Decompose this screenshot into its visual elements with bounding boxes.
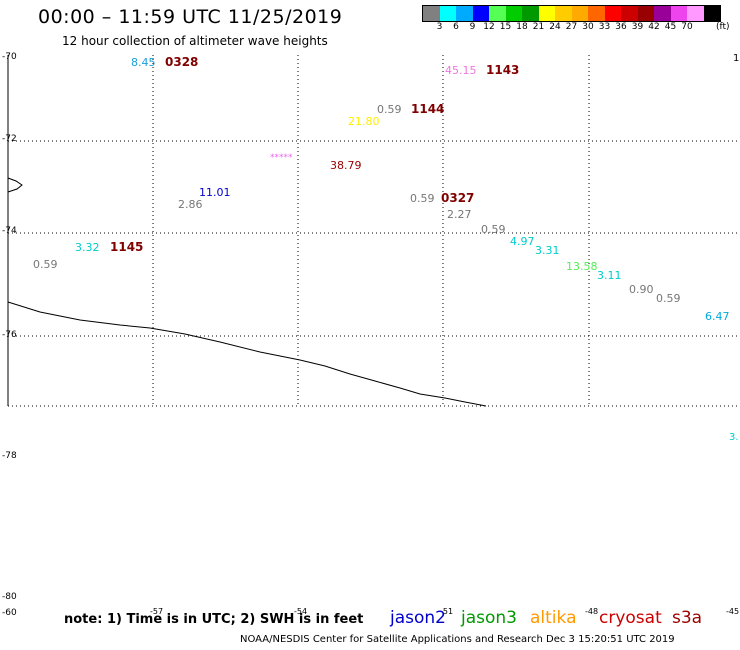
color-scale-tick-label: 12 bbox=[483, 22, 495, 32]
color-scale-swatch bbox=[439, 6, 456, 21]
wave-height-label: 3.31 bbox=[535, 244, 560, 257]
color-scale-swatch bbox=[472, 6, 489, 21]
color-scale-swatch bbox=[522, 6, 539, 21]
color-scale-swatch bbox=[423, 6, 440, 21]
color-scale-swatch bbox=[571, 6, 588, 21]
lat-label: -60 bbox=[2, 608, 17, 618]
coastline bbox=[7, 301, 487, 407]
wave-height-label: 0.59 bbox=[33, 258, 58, 271]
color-scale-swatch bbox=[621, 6, 638, 21]
lon-label: -51 bbox=[440, 607, 454, 616]
footer-credit: NOAA/NESDIS Center for Satellite Applica… bbox=[240, 634, 675, 645]
color-scale-bar bbox=[422, 5, 721, 22]
wave-height-label: 38.79 bbox=[330, 159, 362, 172]
wave-height-label: 0.90 bbox=[629, 283, 654, 296]
wave-height-label: ***** bbox=[270, 153, 293, 163]
legend-cryosat: cryosat bbox=[599, 608, 662, 628]
color-scale-tick-label: 30 bbox=[582, 22, 594, 32]
map-subtitle: 12 hour collection of altimeter wave hei… bbox=[62, 34, 328, 48]
pass-time-label: 1143 bbox=[486, 63, 520, 77]
lat-label: -70 bbox=[2, 52, 17, 62]
pass-time-label: 0328 bbox=[165, 55, 199, 69]
color-scale-swatch bbox=[505, 6, 522, 21]
wave-height-label: 8.45 bbox=[131, 56, 156, 69]
wave-height-label: 45.15 bbox=[445, 64, 477, 77]
units-note: note: 1) Time is in UTC; 2) SWH is in fe… bbox=[64, 612, 364, 627]
lat-label: -76 bbox=[2, 330, 17, 340]
color-scale-tick-label: 45 bbox=[664, 22, 677, 32]
color-scale-swatch bbox=[654, 6, 671, 21]
color-scale-tick-label: 70 bbox=[681, 22, 693, 32]
legend-jason2: jason2 bbox=[390, 608, 446, 628]
color-scale-tick-label: 36 bbox=[615, 22, 627, 32]
pass-time-label: 1144 bbox=[411, 102, 445, 116]
lat-label: -72 bbox=[2, 134, 17, 144]
color-scale-swatch bbox=[687, 6, 704, 21]
lon-label: -48 bbox=[585, 607, 599, 616]
lat-label: -80 bbox=[2, 592, 17, 602]
coastline-fragment bbox=[7, 177, 23, 193]
color-scale-swatch bbox=[489, 6, 506, 21]
pass-time-label: 1145 bbox=[110, 240, 144, 254]
lat-label: -74 bbox=[2, 226, 17, 236]
wave-height-label: 13.58 bbox=[566, 260, 598, 273]
wave-height-label: 3.11 bbox=[597, 269, 622, 282]
color-scale-tick-label: 24 bbox=[549, 22, 561, 32]
wave-height-label: 0.59 bbox=[410, 192, 435, 205]
color-scale-unit: (ft) bbox=[716, 22, 730, 32]
wave-height-label: 2.27 bbox=[447, 208, 472, 221]
color-scale-tick-label: 27 bbox=[565, 22, 578, 32]
pass-time-label: 0327 bbox=[441, 191, 475, 205]
legend-altika: altika bbox=[530, 608, 577, 628]
color-scale-tick-label: 33 bbox=[598, 22, 611, 32]
color-scale-swatch bbox=[604, 6, 621, 21]
lon-label: -54 bbox=[294, 607, 308, 616]
lat-label: -78 bbox=[2, 451, 17, 461]
color-scale-swatch bbox=[456, 6, 473, 21]
color-scale-swatch bbox=[637, 6, 654, 21]
color-scale-tick-label: 15 bbox=[499, 22, 512, 32]
wave-height-label: 0.59 bbox=[377, 103, 402, 116]
color-scale-swatch bbox=[670, 6, 687, 21]
wave-height-label: 6.47 bbox=[705, 310, 730, 323]
wave-height-label: 4.97 bbox=[510, 235, 535, 248]
wave-height-label: 0.59 bbox=[656, 292, 681, 305]
edge-label: 3. bbox=[729, 432, 739, 443]
lon-label: -45 bbox=[726, 607, 740, 616]
wave-height-label: 2.86 bbox=[178, 198, 203, 211]
wave-height-label: 21.80 bbox=[348, 115, 380, 128]
lon-label: -57 bbox=[150, 607, 164, 616]
color-scale-swatch bbox=[538, 6, 555, 21]
color-scale-tick-label: 18 bbox=[516, 22, 528, 32]
color-scale-swatch bbox=[555, 6, 572, 21]
color-scale-tick-label: 9 bbox=[469, 22, 476, 32]
color-scale-tick-label: 39 bbox=[631, 22, 644, 32]
edge-label: 1. bbox=[733, 53, 740, 64]
color-scale-tick-label: 6 bbox=[453, 22, 459, 32]
legend-jason3: jason3 bbox=[461, 608, 517, 628]
wave-height-label: 11.01 bbox=[199, 186, 231, 199]
color-scale-tick-label: 42 bbox=[648, 22, 660, 32]
color-scale-tick-label: 3 bbox=[436, 22, 443, 32]
wave-height-label: 3.32 bbox=[75, 241, 100, 254]
color-scale-swatch bbox=[703, 6, 720, 21]
color-scale-tick-label: 21 bbox=[532, 22, 545, 32]
color-scale-swatch bbox=[588, 6, 605, 21]
legend-s3a: s3a bbox=[672, 608, 703, 628]
map-title: 00:00 – 11:59 UTC 11/25/2019 bbox=[38, 6, 343, 28]
wave-height-label: 0.59 bbox=[481, 223, 506, 236]
